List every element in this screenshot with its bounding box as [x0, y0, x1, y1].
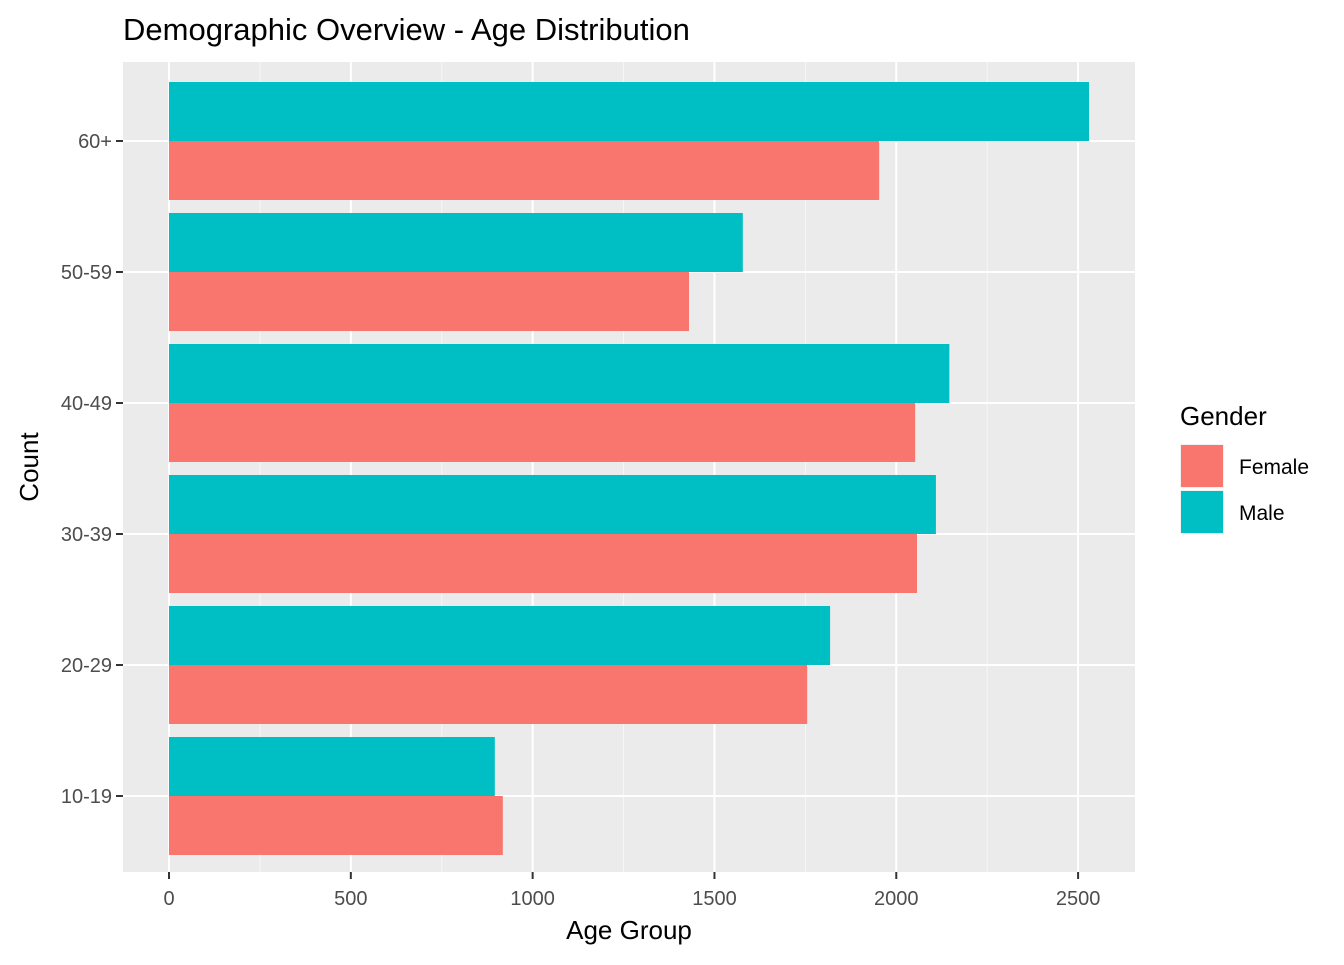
legend-swatch-female: [1181, 445, 1223, 487]
x-tick-label: 500: [334, 888, 367, 910]
bar-male-10-19: [169, 737, 495, 796]
bar-male-20-29: [169, 606, 831, 665]
x-axis: 0 500 1000 1500 2000 2500: [163, 872, 1100, 910]
y-tick-label: 30-39: [61, 524, 112, 546]
bar-female-30-39: [169, 534, 917, 593]
x-tick-label: 2500: [1056, 888, 1101, 910]
bar-female-10-19: [169, 796, 503, 855]
chart-title: Demographic Overview - Age Distribution: [123, 12, 690, 47]
bar-female-20-29: [169, 665, 808, 724]
x-tick-label: 1000: [510, 888, 555, 910]
legend-label-male: Male: [1239, 502, 1285, 525]
x-tick-label: 0: [163, 888, 174, 910]
legend-label-female: Female: [1239, 456, 1309, 479]
y-axis-title: Count: [14, 432, 44, 502]
x-tick-label: 1500: [692, 888, 737, 910]
y-axis: 10-19 20-29 30-39 40-49 50-59 60+: [61, 131, 123, 808]
x-axis-title: Age Group: [566, 915, 692, 945]
bar-female-40-49: [169, 403, 916, 462]
y-tick-label: 40-49: [61, 393, 112, 415]
x-tick-label: 2000: [874, 888, 919, 910]
y-tick-label: 20-29: [61, 655, 112, 677]
bar-female-50-59: [169, 272, 689, 331]
legend-title: Gender: [1180, 401, 1267, 431]
bar-female-60+: [169, 141, 880, 200]
y-tick-label: 50-59: [61, 262, 112, 284]
bar-male-30-39: [169, 475, 936, 534]
legend: Gender Female Male: [1180, 401, 1309, 534]
y-tick-label: 60+: [78, 131, 112, 153]
legend-swatch-male: [1181, 491, 1223, 533]
bars: [169, 82, 1089, 855]
y-tick-label: 10-19: [61, 786, 112, 808]
bar-male-60+: [169, 82, 1089, 141]
bar-male-40-49: [169, 344, 950, 403]
bar-male-50-59: [169, 213, 743, 272]
